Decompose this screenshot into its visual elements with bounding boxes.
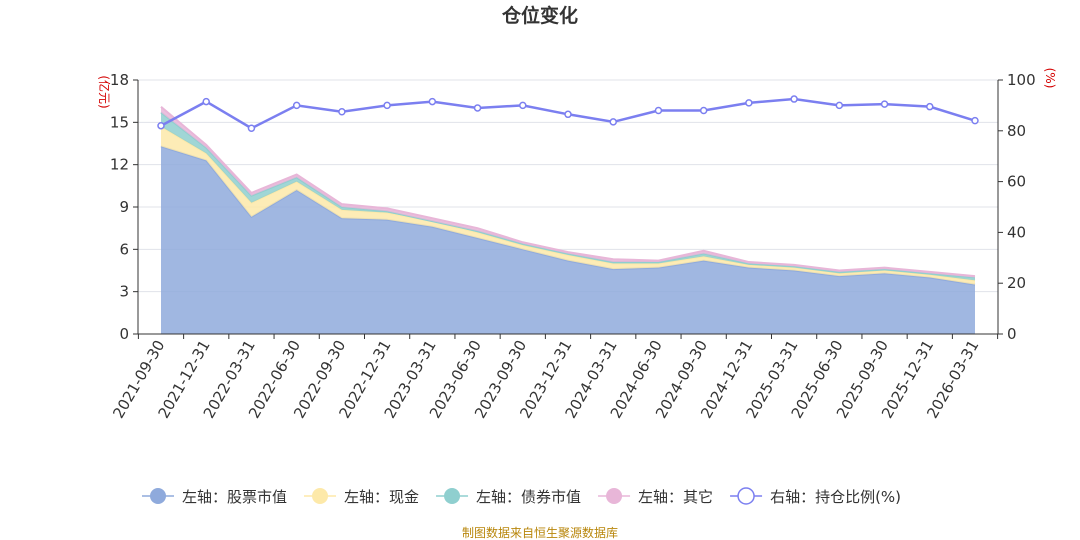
ratio-point <box>790 95 798 103</box>
left-tick-label: 9 <box>119 198 129 216</box>
right-tick-label: 40 <box>1007 223 1026 241</box>
legend-marker <box>312 488 329 504</box>
legend-label: 右轴：持仓比例(%) <box>770 488 901 506</box>
ratio-point <box>880 100 889 108</box>
ratio-line-series <box>157 95 979 133</box>
chart-title: 仓位变化 <box>501 4 578 27</box>
right-tick-label: 60 <box>1007 173 1026 191</box>
right-tick-label: 0 <box>1007 325 1017 343</box>
ratio-point <box>745 99 753 107</box>
legend-marker <box>444 488 461 504</box>
left-tick-label: 18 <box>110 71 129 89</box>
ratio-point <box>699 106 708 115</box>
ratio-point <box>202 97 210 106</box>
legend-item-0[interactable]: 左轴：股票市值 <box>142 488 287 506</box>
area-1 <box>161 126 975 285</box>
right-axis-unit: (%) <box>1043 68 1057 89</box>
legend-label: 左轴：股票市值 <box>182 488 287 506</box>
ratio-point <box>157 121 165 130</box>
area-0 <box>161 146 975 334</box>
left-axis-unit: (亿元) <box>97 75 112 108</box>
ratio-point <box>654 106 663 115</box>
left-tick-label: 0 <box>119 325 129 343</box>
legend[interactable]: 左轴：股票市值 左轴：现金 左轴：债券市值 左轴：其它 右轴：持仓比例(%) <box>142 487 901 506</box>
area-edge-3 <box>160 106 976 278</box>
ratio-point <box>292 101 301 110</box>
area-series <box>160 106 976 334</box>
right-tick-label: 100 <box>1007 71 1036 89</box>
area-2 <box>161 112 975 281</box>
ratio-point <box>519 101 527 110</box>
legend-marker <box>606 488 623 504</box>
right-tick-label: 20 <box>1007 274 1026 292</box>
legend-item-3[interactable]: 左轴：其它 <box>598 488 713 506</box>
ratio-point <box>971 116 979 125</box>
ratio-point <box>609 118 617 126</box>
ratio-point <box>564 110 572 119</box>
legend-marker <box>737 487 755 505</box>
ratio-point <box>428 97 437 106</box>
ratio-point <box>473 104 482 112</box>
legend-label: 左轴：现金 <box>344 488 419 506</box>
legend-item-1[interactable]: 左轴：现金 <box>304 488 419 506</box>
legend-label: 左轴：债券市值 <box>476 488 581 506</box>
right-tick-label: 80 <box>1007 122 1026 140</box>
legend-label: 左轴：其它 <box>638 488 713 506</box>
legend-item-4[interactable]: 右轴：持仓比例(%) <box>730 487 901 506</box>
ratio-point <box>835 101 844 110</box>
left-tick-label: 6 <box>119 240 129 258</box>
ratio-point <box>247 124 256 133</box>
left-tick-label: 3 <box>119 283 129 301</box>
ratio-point <box>926 102 934 111</box>
legend-item-2[interactable]: 左轴：债券市值 <box>436 488 581 506</box>
source-note: 制图数据来自恒生聚源数据库 <box>462 525 618 540</box>
legend-marker <box>150 488 166 504</box>
ratio-point <box>383 101 391 110</box>
left-tick-label: 12 <box>110 156 129 174</box>
ratio-point <box>338 108 346 116</box>
left-tick-label: 15 <box>110 113 129 131</box>
